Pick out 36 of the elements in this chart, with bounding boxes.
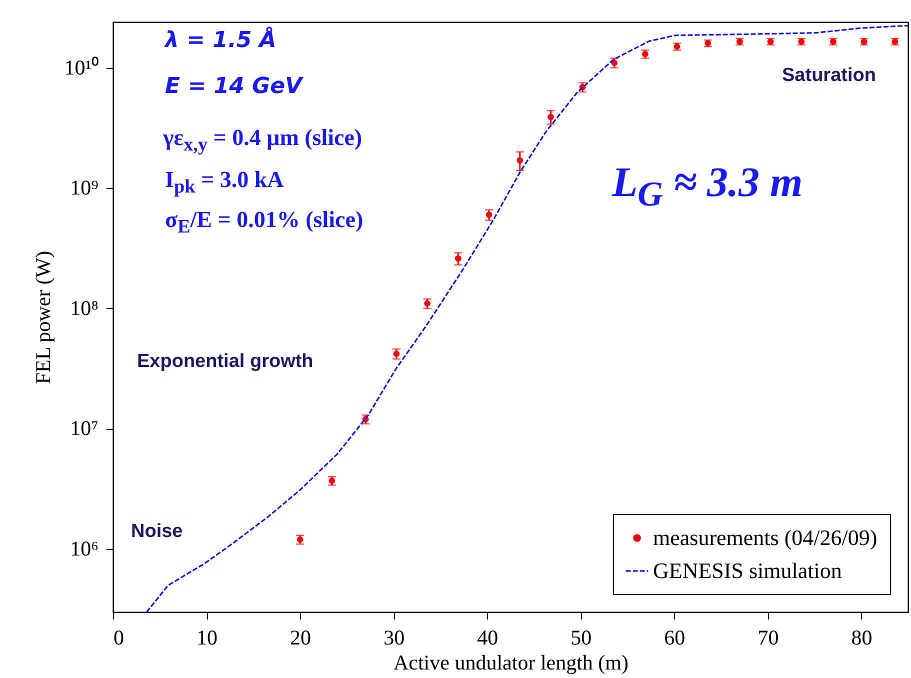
annotation: λ = 1.5 Å [165,28,276,53]
point [548,114,554,120]
point [516,157,524,164]
point [424,300,430,307]
x-tick-label: 10 [196,626,218,650]
y-tick-label: 10⁹ [70,176,98,200]
legend-label: GENESIS simulation [653,558,842,583]
x-tick-label: 70 [758,626,779,650]
x-tick-label: 20 [290,626,312,650]
x-tick-label: 0 [114,626,124,650]
point [454,255,462,262]
legend-label: measurements (04/26/09) [653,525,878,550]
x-tick-label: 80 [851,626,872,650]
y-tick-label: 10¹⁰ [64,55,98,80]
point [486,212,492,218]
y-tick-label: 10⁸ [70,296,98,320]
annotation: E = 14 GeV [165,74,302,99]
x-tick-label: 60 [664,626,686,650]
point [328,478,336,484]
point [611,60,618,66]
y-axis-title: FEL power (W) [31,250,56,384]
x-tick-label: 40 [477,626,498,650]
x-tick-label: 30 [384,626,405,650]
annotation: Noise [131,521,183,542]
annotation: Saturation [782,65,876,86]
annotation: I$_{pk}$ = 3.0 kA [165,167,284,198]
annotation: Exponential growth [137,351,314,372]
x-tick-label: 50 [570,626,592,650]
x-axis-title: Active undulator length (m) [393,650,629,674]
point [296,536,304,543]
annotation: L$_{G}$ ≈ 3.3 m [612,160,803,214]
y-tick-label: 10⁶ [70,536,98,561]
y-tick-label: 10⁷ [70,416,98,440]
point [393,350,400,357]
annotation: σ$_{E}$/E = 0.01% (slice) [165,207,364,238]
annotation: γε$_{x,y}$ = 0.4 μm (slice) [163,125,362,156]
